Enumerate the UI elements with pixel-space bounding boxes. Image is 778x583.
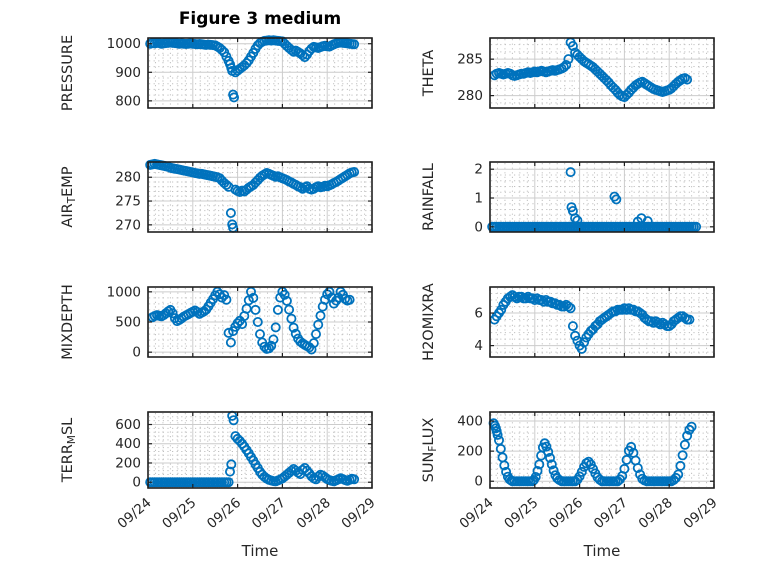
svg-text:1: 1 (474, 191, 483, 207)
svg-text:0: 0 (474, 219, 483, 235)
y-tick-labels: 0 200 400 600 (115, 417, 141, 491)
tick-marks (489, 287, 715, 357)
scatter-markers (489, 290, 695, 354)
svg-text:200: 200 (115, 455, 141, 471)
scatter-markers (147, 286, 355, 355)
svg-text:400: 400 (115, 436, 141, 452)
svg-text:280: 280 (115, 170, 141, 186)
svg-text:09/27: 09/27 (591, 495, 631, 532)
axes-box (489, 161, 715, 233)
tick-marks (147, 412, 373, 488)
y-axis-label: H2OMIXRA (421, 283, 437, 361)
y-axis-label: MIXDEPTH (60, 284, 76, 360)
svg-text:500: 500 (115, 315, 141, 331)
scatter-markers (145, 410, 360, 488)
svg-text:09/26: 09/26 (546, 495, 586, 532)
tick-marks (147, 38, 373, 108)
subplot-rainfall: 0 1 2 RAINFALL (421, 161, 715, 236)
y-tick-labels: 0 200 400 (457, 414, 483, 490)
y-tick-labels: 800 900 1000 (107, 36, 141, 109)
svg-text:09/25: 09/25 (159, 495, 199, 532)
subplot-air-temp: 270 275 280 AIRTEMP (60, 158, 373, 234)
y-tick-labels: 270 275 280 (115, 170, 141, 234)
y-tick-labels: 0 500 1000 (107, 284, 141, 360)
x-tick-labels: 09/24 09/25 09/26 09/27 09/28 09/29 (114, 495, 378, 532)
svg-text:09/29: 09/29 (338, 495, 378, 532)
svg-text:0: 0 (474, 474, 483, 490)
svg-text:800: 800 (115, 93, 141, 109)
y-axis-label: SUNFLUX (421, 418, 439, 483)
tick-marks (489, 162, 715, 232)
y-axis-label: RAINFALL (421, 163, 437, 231)
y-axis-label: THETA (421, 50, 437, 98)
svg-text:0: 0 (132, 475, 141, 491)
axes-box (489, 286, 715, 358)
svg-text:0: 0 (132, 345, 141, 361)
x-axis-label-left: Time (241, 542, 279, 560)
y-axis-label: PRESSURE (60, 35, 76, 111)
svg-text:09/29: 09/29 (680, 495, 720, 532)
svg-text:09/28: 09/28 (294, 495, 334, 532)
svg-text:2: 2 (474, 162, 483, 178)
axes-box (147, 161, 373, 233)
minor-grid (149, 413, 371, 487)
svg-text:09/24: 09/24 (114, 495, 154, 532)
figure-title: Figure 3 medium (178, 9, 342, 29)
y-tick-labels: 46 (474, 306, 483, 355)
y-axis-label: TERRMSL (60, 418, 78, 484)
svg-text:275: 275 (115, 194, 141, 210)
svg-text:280: 280 (457, 88, 483, 104)
tick-marks (489, 412, 715, 488)
svg-text:09/26: 09/26 (204, 495, 244, 532)
svg-text:1000: 1000 (107, 36, 141, 52)
tick-marks (147, 162, 373, 232)
scatter-markers (489, 37, 693, 103)
x-tick-labels: 09/24 09/25 09/26 09/27 09/28 09/29 (456, 495, 720, 532)
y-axis-label: AIRTEMP (60, 166, 78, 227)
svg-text:1000: 1000 (107, 284, 141, 300)
svg-text:4: 4 (474, 338, 483, 354)
svg-text:900: 900 (115, 65, 141, 81)
svg-text:400: 400 (457, 414, 483, 430)
subplot-theta: 280 285 THETA (421, 37, 715, 109)
svg-text:600: 600 (115, 417, 141, 433)
minor-grid (491, 413, 713, 487)
tick-marks (489, 38, 715, 108)
svg-text:09/24: 09/24 (456, 495, 496, 532)
minor-grid (491, 163, 713, 231)
axes-box (489, 37, 715, 109)
axes-box (147, 37, 373, 109)
svg-text:200: 200 (457, 444, 483, 460)
svg-text:09/25: 09/25 (501, 495, 541, 532)
svg-text:09/27: 09/27 (249, 495, 289, 532)
svg-text:270: 270 (115, 217, 141, 233)
tick-marks (147, 287, 373, 357)
y-tick-labels: 280 285 (457, 52, 483, 104)
scatter-markers (487, 167, 702, 232)
major-grid (148, 287, 372, 357)
subplot-mixdepth: 0 500 1000 MIXDEPTH (60, 284, 373, 361)
svg-text:6: 6 (474, 306, 483, 322)
subplot-pressure: 800 900 1000 PRESSURE (60, 35, 373, 111)
svg-text:09/28: 09/28 (636, 495, 676, 532)
svg-text:285: 285 (457, 52, 483, 68)
axes-box (489, 411, 715, 489)
y-tick-labels: 0 1 2 (474, 162, 483, 236)
x-axis-label-right: Time (583, 542, 621, 560)
axes-box (147, 411, 373, 489)
